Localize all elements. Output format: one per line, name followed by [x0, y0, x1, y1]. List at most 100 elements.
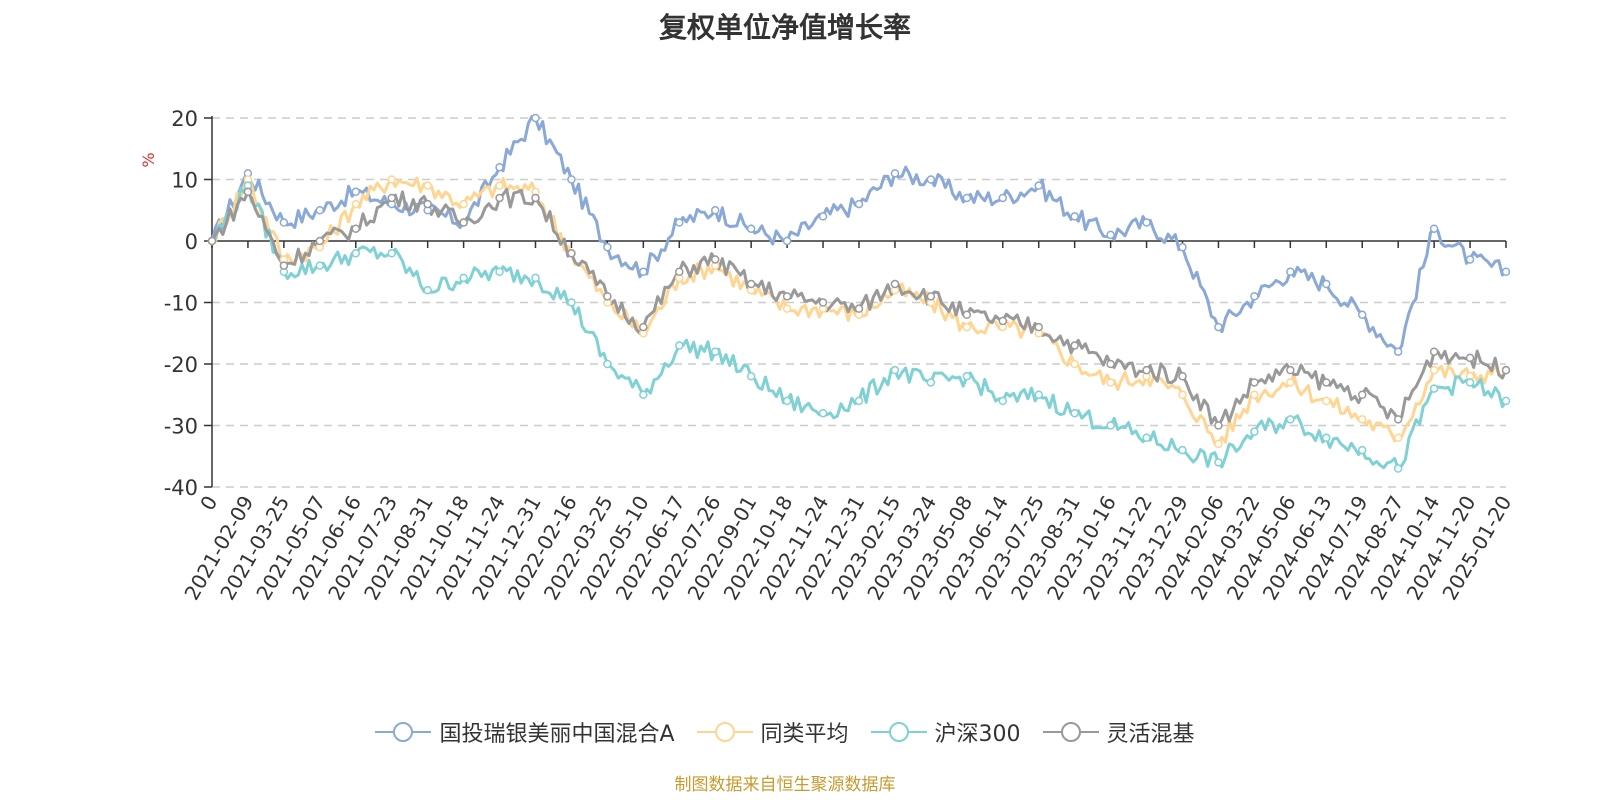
legend-label: 灵活混基: [1106, 722, 1195, 747]
data-point: [351, 224, 361, 233]
data-point: [926, 378, 936, 387]
data-point: [243, 187, 253, 197]
data-point: [675, 267, 684, 276]
legend-item[interactable]: 同类平均: [696, 716, 849, 748]
data-point: [459, 218, 468, 227]
data-point: [1034, 322, 1043, 332]
data-point: [495, 181, 504, 190]
data-point: [639, 390, 648, 399]
data-point: [387, 249, 396, 258]
x-tick-label: 0: [195, 492, 222, 515]
data-point: [1070, 408, 1079, 418]
data-point: [890, 365, 900, 375]
data-point: [567, 298, 576, 307]
data-point: [710, 255, 720, 264]
data-point: [1501, 365, 1511, 375]
data-point: [315, 206, 325, 215]
data-point: [1106, 230, 1115, 240]
data-point: [1142, 365, 1151, 375]
legend-marker-icon: [1042, 722, 1099, 742]
gridlines: [212, 117, 1506, 488]
data-point: [603, 292, 612, 301]
data-point: [998, 316, 1008, 326]
y-tick-label: 10: [171, 169, 198, 193]
data-point: [782, 304, 792, 313]
data-point: [1214, 458, 1223, 467]
data-point: [818, 298, 828, 307]
data-point: [1286, 415, 1295, 424]
data-point: [675, 341, 684, 350]
data-point: [279, 261, 289, 270]
data-point: [926, 175, 936, 184]
data-point: [1250, 427, 1259, 436]
data-point: [998, 193, 1008, 203]
data-point: [351, 199, 361, 209]
data-point: [1106, 421, 1115, 430]
y-tick-label: -40: [164, 476, 198, 500]
series-lines: [210, 115, 1508, 471]
legend-item[interactable]: 国投瑞银美丽中国混合A: [375, 716, 675, 748]
data-point: [1322, 433, 1331, 443]
data-point: [962, 322, 972, 332]
data-point: [315, 236, 325, 246]
data-point: [639, 322, 648, 332]
data-point: [1322, 396, 1331, 406]
data-point: [639, 267, 648, 276]
data-point: [746, 372, 756, 381]
data-point: [1357, 445, 1367, 455]
y-tick-label: -30: [164, 415, 198, 439]
legend-label: 沪深300: [934, 722, 1021, 747]
data-point: [746, 224, 756, 233]
data-point: [890, 279, 900, 289]
data-point: [423, 199, 432, 209]
y-tick-label: 0: [185, 230, 198, 254]
data-point: [1142, 218, 1151, 227]
data-point: [459, 199, 468, 209]
data-point: [818, 408, 828, 418]
data-point: [1214, 439, 1223, 449]
legend-marker-icon: [870, 722, 927, 742]
data-point: [1286, 365, 1295, 375]
data-point: [567, 249, 576, 258]
data-point: [423, 285, 432, 295]
data-point: [854, 304, 864, 313]
legend-marker-icon: [375, 722, 432, 742]
data-point: [495, 162, 504, 172]
legend: 国投瑞银美丽中国混合A 同类平均 沪深300 灵活混基: [0, 716, 1570, 748]
data-point: [710, 206, 720, 215]
data-point: [782, 292, 792, 301]
data-point: [854, 396, 864, 406]
legend-label: 国投瑞银美丽中国混合A: [439, 722, 675, 747]
data-point: [1214, 322, 1223, 332]
chart-title: 复权单位净值增长率: [658, 11, 911, 44]
data-point: [1178, 372, 1187, 381]
data-point: [1501, 396, 1511, 406]
series-markers: [207, 113, 1511, 473]
data-point: [423, 181, 432, 190]
data-point: [387, 193, 396, 203]
data-point: [962, 193, 972, 203]
data-point: [603, 242, 612, 252]
data-point: [495, 267, 504, 276]
legend-item[interactable]: 沪深300: [870, 716, 1021, 748]
data-point: [1465, 353, 1475, 363]
data-point: [1214, 421, 1223, 430]
y-tick-label: 20: [171, 107, 198, 131]
data-point: [603, 359, 612, 369]
data-point: [315, 261, 325, 270]
data-point: [1322, 378, 1331, 387]
data-point: [207, 236, 217, 246]
data-point: [1178, 242, 1187, 252]
data-point: [1250, 390, 1259, 399]
data-point: [782, 236, 792, 246]
data-point: [1357, 310, 1367, 320]
data-point: [1465, 255, 1475, 264]
data-point: [962, 372, 972, 381]
line-chart: 20100-10-20-30-40%02021-02-092021-03-252…: [139, 107, 1516, 604]
data-point: [1250, 292, 1259, 301]
data-point: [567, 175, 576, 184]
data-point: [1070, 359, 1079, 369]
legend-item[interactable]: 灵活混基: [1042, 716, 1195, 748]
data-point: [531, 193, 540, 203]
